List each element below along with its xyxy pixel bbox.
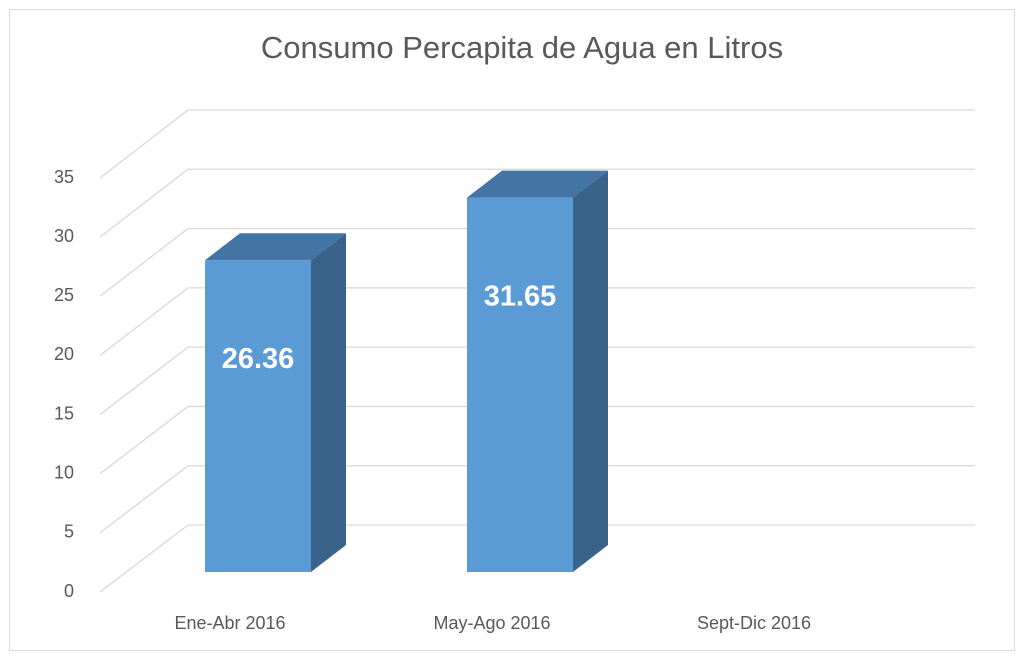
y-tick-label: 10	[54, 462, 74, 482]
grid-line	[99, 227, 975, 297]
bar-top	[205, 233, 346, 261]
bar	[467, 197, 573, 572]
grid-line	[99, 405, 975, 475]
bar-top	[467, 170, 608, 198]
grid-line	[99, 346, 975, 416]
y-tick-label: 20	[54, 344, 74, 364]
y-tick-label: 5	[64, 522, 74, 542]
bar	[205, 260, 311, 572]
bar-side	[311, 233, 346, 572]
y-tick-label: 25	[54, 285, 74, 305]
x-tick-label: May-Ago 2016	[433, 613, 550, 633]
data-label: 26.36	[222, 343, 295, 375]
data-label: 31.65	[484, 280, 557, 312]
bar-side	[573, 170, 608, 572]
chart-title: Consumo Percapita de Agua en Litros	[261, 30, 783, 65]
y-tick-label: 0	[64, 581, 74, 601]
grid-line	[99, 287, 975, 356]
y-tick-label: 15	[54, 403, 74, 423]
grid-line	[99, 109, 975, 179]
grid-line	[99, 168, 975, 238]
y-tick-label: 35	[54, 167, 74, 187]
x-tick-label: Ene-Abr 2016	[174, 613, 285, 633]
y-tick-label: 30	[54, 226, 74, 246]
grid-line	[99, 524, 975, 593]
x-tick-label: Sept-Dic 2016	[697, 613, 811, 633]
grid-line	[99, 465, 975, 534]
